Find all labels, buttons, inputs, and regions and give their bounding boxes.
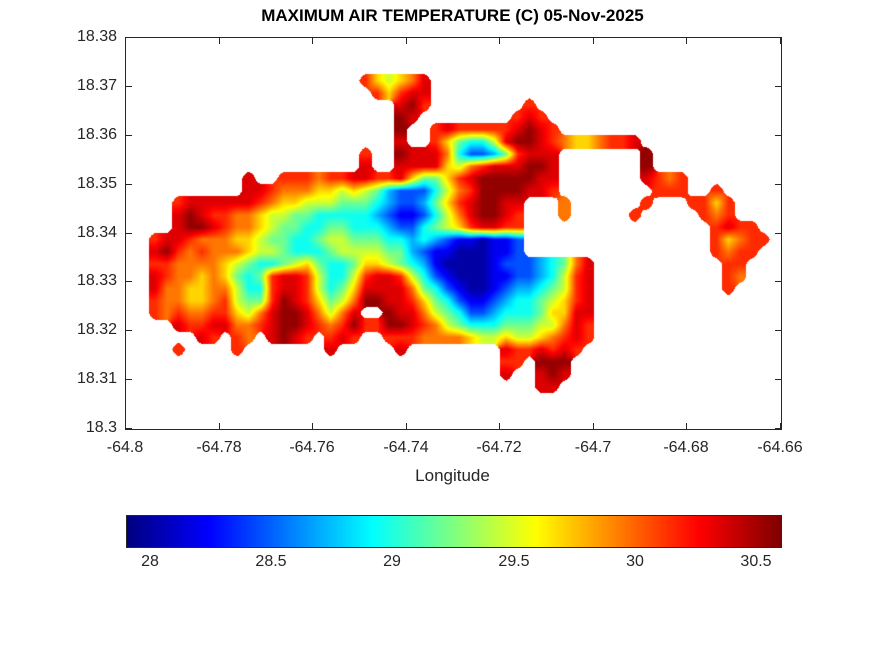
x-tick-mark — [686, 423, 687, 429]
x-tick-mark — [780, 423, 781, 429]
y-tick-label: 18.38 — [76, 28, 117, 45]
colorbar-tick-label: 29 — [383, 553, 401, 570]
y-tick-mark-right — [775, 37, 781, 38]
y-tick-mark — [126, 184, 132, 185]
x-tick-mark — [406, 423, 407, 429]
x-tick-mark-top — [499, 38, 500, 44]
temperature-map-canvas — [126, 38, 781, 429]
y-tick-mark — [126, 428, 132, 429]
x-tick-mark — [499, 423, 500, 429]
y-tick-label: 18.31 — [76, 370, 117, 387]
y-tick-mark — [126, 86, 132, 87]
x-tick-mark — [593, 423, 594, 429]
x-tick-mark-top — [686, 38, 687, 44]
y-tick-mark — [126, 281, 132, 282]
x-tick-label: -64.76 — [289, 439, 335, 456]
x-tick-mark-top — [406, 38, 407, 44]
x-tick-label: -64.68 — [663, 439, 709, 456]
y-tick-mark-right — [775, 86, 781, 87]
colorbar-tick-label: 29.5 — [498, 553, 530, 570]
colorbar-tick-label: 28 — [141, 553, 159, 570]
y-tick-mark-right — [775, 379, 781, 380]
y-tick-mark-right — [775, 135, 781, 136]
x-tick-label: -64.74 — [383, 439, 429, 456]
x-tick-mark-top — [593, 38, 594, 44]
y-tick-label: 18.35 — [76, 175, 117, 192]
y-tick-mark-right — [775, 184, 781, 185]
x-tick-mark-top — [312, 38, 313, 44]
colorbar-canvas — [127, 516, 781, 547]
y-tick-label: 18.33 — [76, 272, 117, 289]
x-tick-mark — [125, 423, 126, 429]
colorbar-tick-label: 28.5 — [255, 553, 287, 570]
x-axis-label: Longitude — [415, 466, 490, 485]
plot-area — [125, 37, 782, 430]
x-tick-label: -64.8 — [106, 439, 144, 456]
y-tick-label: 18.37 — [76, 77, 117, 94]
y-tick-mark-right — [775, 281, 781, 282]
y-tick-label: 18.32 — [76, 321, 117, 338]
y-tick-mark-right — [775, 233, 781, 234]
colorbar-tick-label: 30.5 — [740, 553, 772, 570]
x-tick-label: -64.78 — [196, 439, 242, 456]
x-tick-mark-top — [125, 38, 126, 44]
y-tick-mark — [126, 233, 132, 234]
x-tick-label: -64.66 — [757, 439, 803, 456]
y-tick-mark-right — [775, 330, 781, 331]
colorbar — [126, 515, 782, 548]
y-tick-mark-right — [775, 428, 781, 429]
chart-title: MAXIMUM AIR TEMPERATURE (C) 05-Nov-2025 — [261, 6, 644, 25]
y-tick-label: 18.3 — [85, 419, 117, 436]
y-tick-mark — [126, 379, 132, 380]
x-tick-mark — [312, 423, 313, 429]
x-tick-mark — [219, 423, 220, 429]
x-tick-mark-top — [219, 38, 220, 44]
colorbar-tick-label: 30 — [626, 553, 644, 570]
x-tick-mark-top — [780, 38, 781, 44]
y-tick-label: 18.36 — [76, 126, 117, 143]
x-tick-label: -64.72 — [476, 439, 522, 456]
y-tick-mark — [126, 37, 132, 38]
x-tick-label: -64.7 — [574, 439, 612, 456]
y-tick-label: 18.34 — [76, 224, 117, 241]
y-tick-mark — [126, 135, 132, 136]
y-tick-mark — [126, 330, 132, 331]
